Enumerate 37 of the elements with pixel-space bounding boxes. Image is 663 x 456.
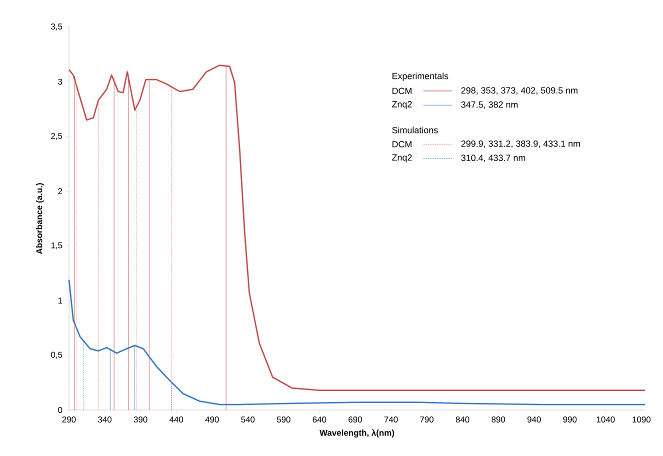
x-tick-label: 390 (134, 416, 148, 422)
y-tick-label: 3 (58, 78, 62, 85)
annotation: Simulations (392, 126, 438, 134)
y-tick-label: 2 (58, 188, 62, 194)
x-tick-label: 690 (348, 416, 362, 422)
x-tick-label: 290 (62, 416, 76, 422)
legend-label: Znq2 (392, 154, 412, 162)
x-tick-label: 540 (241, 416, 255, 422)
legend-label: DCM (392, 141, 412, 148)
annotation: 298, 353, 373, 402, 509.5 nm (461, 87, 578, 95)
x-tick-label: 990 (563, 416, 577, 422)
y-tick-label: 0 (58, 406, 62, 413)
x-tick-label: 490 (205, 416, 219, 422)
y-tick-label: 1 (58, 298, 62, 304)
y-tick-label: 2,5 (51, 132, 62, 140)
legend-label: DCM (392, 88, 412, 94)
x-axis-title: Wavelength, λ(nm) (320, 429, 394, 438)
x-tick-label: 340 (98, 416, 112, 422)
x-tick-label: 790 (420, 416, 434, 422)
x-tick-label: 840 (456, 416, 470, 422)
x-tick-label: 890 (492, 416, 506, 422)
y-tick-label: 0,5 (51, 352, 62, 359)
x-tick-label: 740 (384, 416, 398, 422)
annotation: 299.9, 331.2, 383.9, 433.1 nm (461, 140, 580, 148)
x-tick-label: 640 (312, 416, 326, 422)
legend-label: Znq2 (392, 101, 412, 110)
annotation: 347.5, 382 nm (461, 101, 518, 109)
y-tick-label: 1,5 (51, 242, 62, 250)
x-tick-label: 590 (276, 416, 290, 422)
x-tick-label: 1090 (632, 416, 651, 422)
y-tick-label: 3,5 (51, 23, 62, 30)
x-tick-label: 940 (527, 416, 541, 422)
x-tick-label: 1040 (596, 416, 615, 422)
y-axis-title: Absorbance (a.u.) (36, 183, 44, 254)
annotation: Experimentals (392, 72, 448, 81)
annotation: 310.4, 433.7 nm (461, 154, 526, 162)
x-tick-label: 440 (169, 416, 184, 422)
